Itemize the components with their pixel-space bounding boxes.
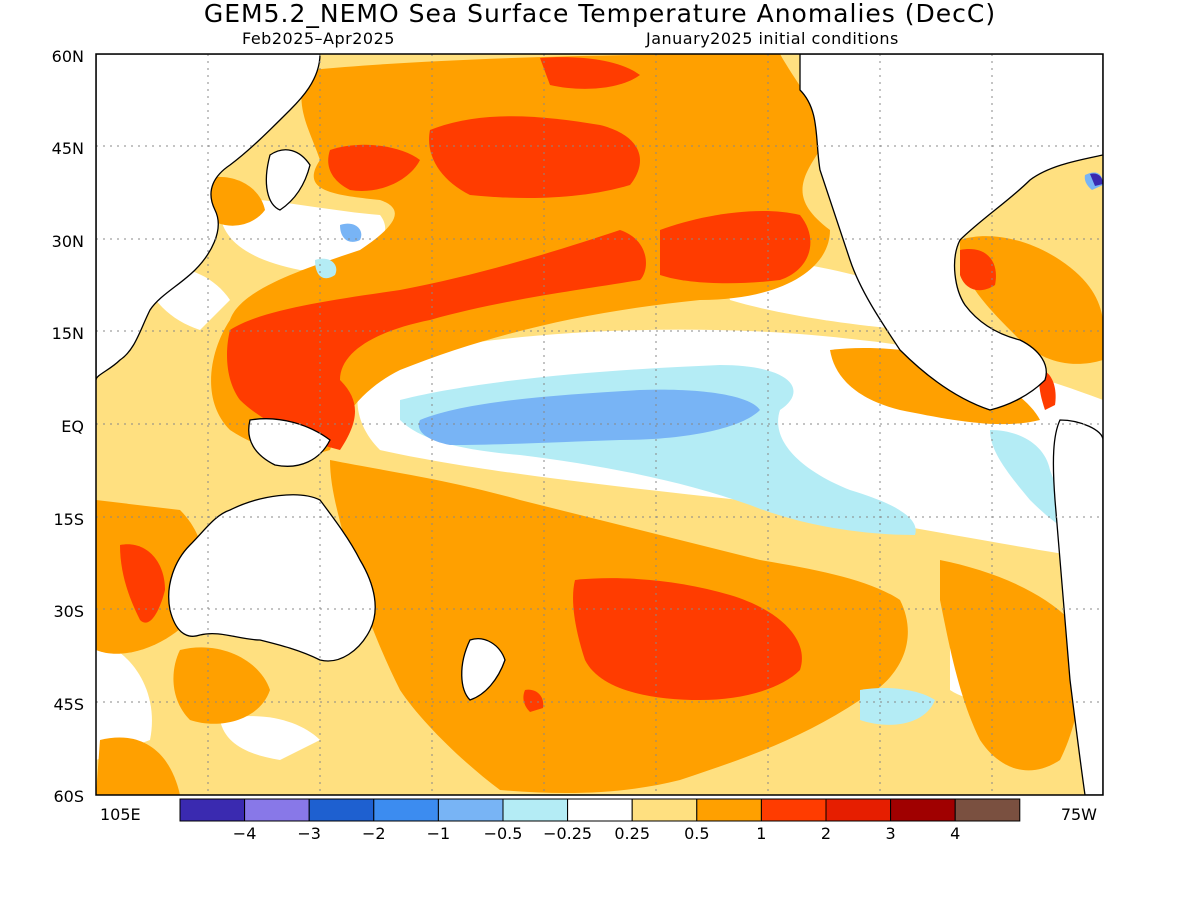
- maritime-continent-islands: [248, 418, 331, 467]
- forecast-period: Feb2025–Apr2025: [242, 29, 395, 48]
- colorbar-swatch: [244, 798, 310, 822]
- latitude-axis: 60N 45N 30N 15N EQ 15S 30S 45S 60S: [52, 47, 84, 806]
- colorbar-swatch: [567, 798, 633, 822]
- colorbar-label: 0.5: [684, 824, 709, 843]
- colorbar-swatch: [437, 798, 504, 822]
- colorbar-swatch: [890, 798, 956, 822]
- anomaly-strong-negative: [1090, 173, 1103, 186]
- lat-label: 45N: [52, 139, 84, 158]
- lat-label: 15N: [52, 324, 84, 343]
- asia-landmass: [96, 54, 321, 381]
- north-america-landmass: [799, 54, 1103, 411]
- colorbar-swatch: [760, 798, 827, 822]
- colorbar-swatch: [696, 798, 762, 822]
- lat-label: 30N: [52, 232, 84, 251]
- colorbar-swatch: [373, 798, 439, 822]
- colorbar-label: 0.25: [614, 824, 650, 843]
- lat-label: 45S: [53, 695, 84, 714]
- colorbar: −4 −3 −2 −1 −0.5 −0.25 0.25 0.5 1 2 3 4: [179, 798, 1021, 843]
- colorbar-label: 4: [950, 824, 960, 843]
- colorbar-swatch: [179, 798, 246, 822]
- lat-label: 60N: [52, 47, 84, 66]
- initial-conditions: January2025 initial conditions: [646, 29, 899, 48]
- lat-label: EQ: [61, 417, 84, 436]
- lon-label-east: 75W: [1061, 805, 1097, 824]
- colorbar-label: −2: [362, 824, 386, 843]
- map-field: [96, 54, 1103, 795]
- colorbar-label: −3: [297, 824, 321, 843]
- lat-label: 60S: [53, 787, 84, 806]
- lon-label-west: 105E: [100, 805, 141, 824]
- australia-landmass: [168, 494, 376, 662]
- map-grid: [96, 54, 1103, 795]
- colorbar-swatch: [502, 798, 569, 822]
- colorbar-swatch: [631, 798, 698, 822]
- colorbar-swatch: [308, 798, 375, 822]
- continents: [96, 54, 1103, 795]
- colorbar-swatch: [825, 798, 892, 822]
- anomaly-strong-positive: [120, 57, 1056, 712]
- colorbar-label: −0.5: [484, 824, 523, 843]
- colorbar-label: −1: [427, 824, 451, 843]
- colorbar-label: 3: [886, 824, 896, 843]
- colorbar-label: −0.25: [543, 824, 592, 843]
- colorbar-label: 2: [821, 824, 831, 843]
- japan-island: [265, 149, 311, 211]
- colorbar-label: −4: [233, 824, 257, 843]
- map-title: GEM5.2_NEMO Sea Surface Temperature Anom…: [203, 0, 997, 28]
- new-zealand-island: [461, 638, 506, 701]
- colorbar-swatch: [954, 798, 1021, 822]
- colorbar-label: 1: [756, 824, 766, 843]
- map-frame: [95, 53, 1104, 796]
- lat-label: 30S: [53, 602, 84, 621]
- lat-label: 15S: [53, 510, 84, 529]
